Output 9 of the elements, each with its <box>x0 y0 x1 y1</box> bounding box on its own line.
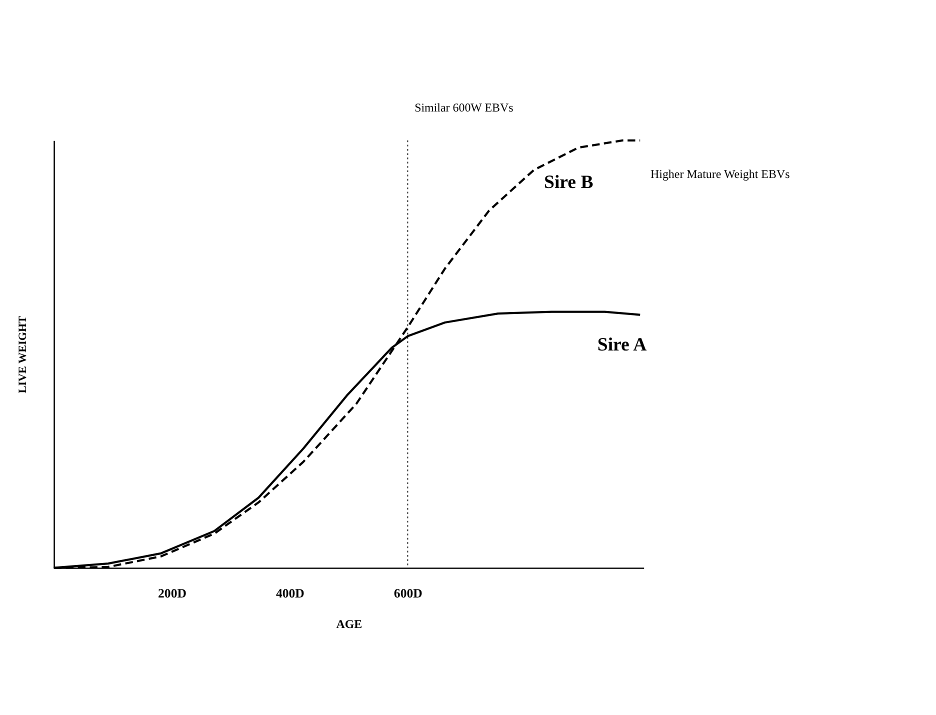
x-tick-label: 600D <box>394 586 422 600</box>
text: Higher Mature Weight EBVs <box>650 167 790 182</box>
x-axis-title: AGE <box>336 617 362 632</box>
x-tick-label: 200D <box>158 586 186 600</box>
y-axis-title: LIVE WEIGHT <box>17 315 30 394</box>
series-label: Sire B <box>544 172 594 193</box>
x-tick-label: 400D <box>276 586 304 600</box>
series-label: Sire A <box>597 334 648 356</box>
ref-line-label: Similar 600W EBVs <box>414 100 514 114</box>
